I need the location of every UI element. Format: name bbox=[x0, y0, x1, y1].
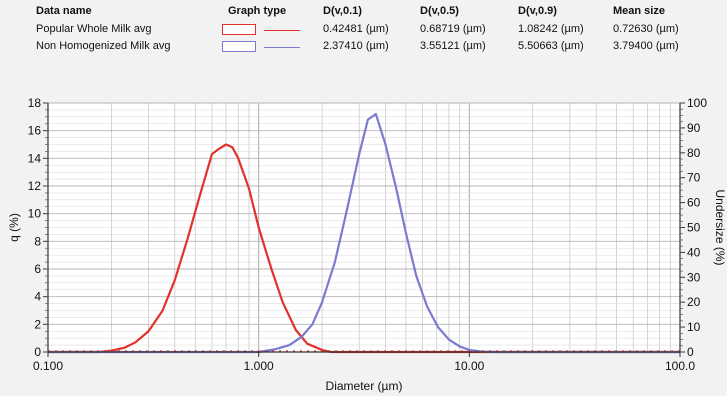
y-tick-label: 4 bbox=[34, 290, 41, 304]
legend-row-1-dv01: 0.42481 (µm) bbox=[323, 23, 389, 35]
y2-tick-label: 20 bbox=[687, 295, 701, 309]
y2-tick-label: 50 bbox=[687, 221, 701, 235]
legend-row-1-dv09: 1.08242 (µm) bbox=[518, 23, 584, 35]
x-tick-label: 10.00 bbox=[454, 359, 484, 373]
x-tick-label: 0.100 bbox=[33, 359, 63, 373]
legend-row-2-swatch-line bbox=[264, 47, 300, 48]
legend-row-2-mean: 3.79400 (µm) bbox=[613, 40, 679, 52]
legend-header-data-name: Data name bbox=[36, 5, 92, 17]
y-tick-label: 16 bbox=[28, 124, 42, 138]
y-tick-label: 2 bbox=[34, 317, 41, 331]
legend-row-2-dv09: 5.50663 (µm) bbox=[518, 40, 584, 52]
y-tick-label: 18 bbox=[28, 96, 42, 110]
legend-table: Data name Graph type D(v,0.1) D(v,0.5) D… bbox=[0, 0, 727, 90]
chart-grid bbox=[47, 102, 680, 353]
y-tick-label: 12 bbox=[28, 179, 42, 193]
x-tick-label: 100.0 bbox=[665, 359, 695, 373]
y-tick-label: 0 bbox=[34, 345, 41, 359]
chart-ticks: 0 2 4 6 8 10 12 14 16 18 0 10 20 30 40 50 60 70 80 90 100 0.1… bbox=[28, 96, 708, 373]
legend-row-1-swatch-box bbox=[222, 24, 256, 35]
legend-header-graph-type: Graph type bbox=[228, 5, 287, 17]
series-line-2 bbox=[48, 112, 680, 354]
legend-header-dv05: D(v,0.5) bbox=[420, 5, 459, 17]
y2-tick-label: 80 bbox=[687, 146, 701, 160]
series-line-1 bbox=[48, 143, 680, 354]
legend-row-2-name: Non Homogenized Milk avg bbox=[36, 40, 171, 52]
chart-series bbox=[48, 112, 680, 354]
y-tick-label: 10 bbox=[28, 207, 42, 221]
legend-row-2-swatch-box bbox=[222, 41, 256, 52]
y-tick-label: 14 bbox=[28, 151, 42, 165]
x-axis-label: Diameter (µm) bbox=[326, 379, 403, 393]
legend-row-1-dv05: 0.68719 (µm) bbox=[420, 23, 486, 35]
y2-axis-label: Undersize (%) bbox=[713, 189, 727, 265]
y2-tick-label: 60 bbox=[687, 196, 701, 210]
y-tick-label: 8 bbox=[34, 234, 41, 248]
x-tick-label: 1.000 bbox=[244, 359, 274, 373]
legend-row-2-dv05: 3.55121 (µm) bbox=[420, 40, 486, 52]
legend-row-1-swatch-line bbox=[264, 30, 300, 31]
y2-tick-label: 70 bbox=[687, 171, 701, 185]
y2-tick-label: 0 bbox=[687, 345, 694, 359]
legend-header-dv09: D(v,0.9) bbox=[518, 5, 557, 17]
y-axis-label: q (%) bbox=[7, 213, 21, 242]
legend-row-1-mean: 0.72630 (µm) bbox=[613, 23, 679, 35]
y2-tick-label: 30 bbox=[687, 270, 701, 284]
y2-tick-label: 10 bbox=[687, 320, 701, 334]
legend-header-mean: Mean size bbox=[613, 5, 665, 17]
y2-tick-label: 100 bbox=[687, 96, 707, 110]
y2-tick-label: 90 bbox=[687, 121, 701, 135]
y-tick-label: 6 bbox=[34, 262, 41, 276]
legend-header-dv01: D(v,0.1) bbox=[323, 5, 362, 17]
y2-tick-label: 40 bbox=[687, 245, 701, 259]
legend-row-2-dv01: 2.37410 (µm) bbox=[323, 40, 389, 52]
legend-row-1-name: Popular Whole Milk avg bbox=[36, 23, 152, 35]
